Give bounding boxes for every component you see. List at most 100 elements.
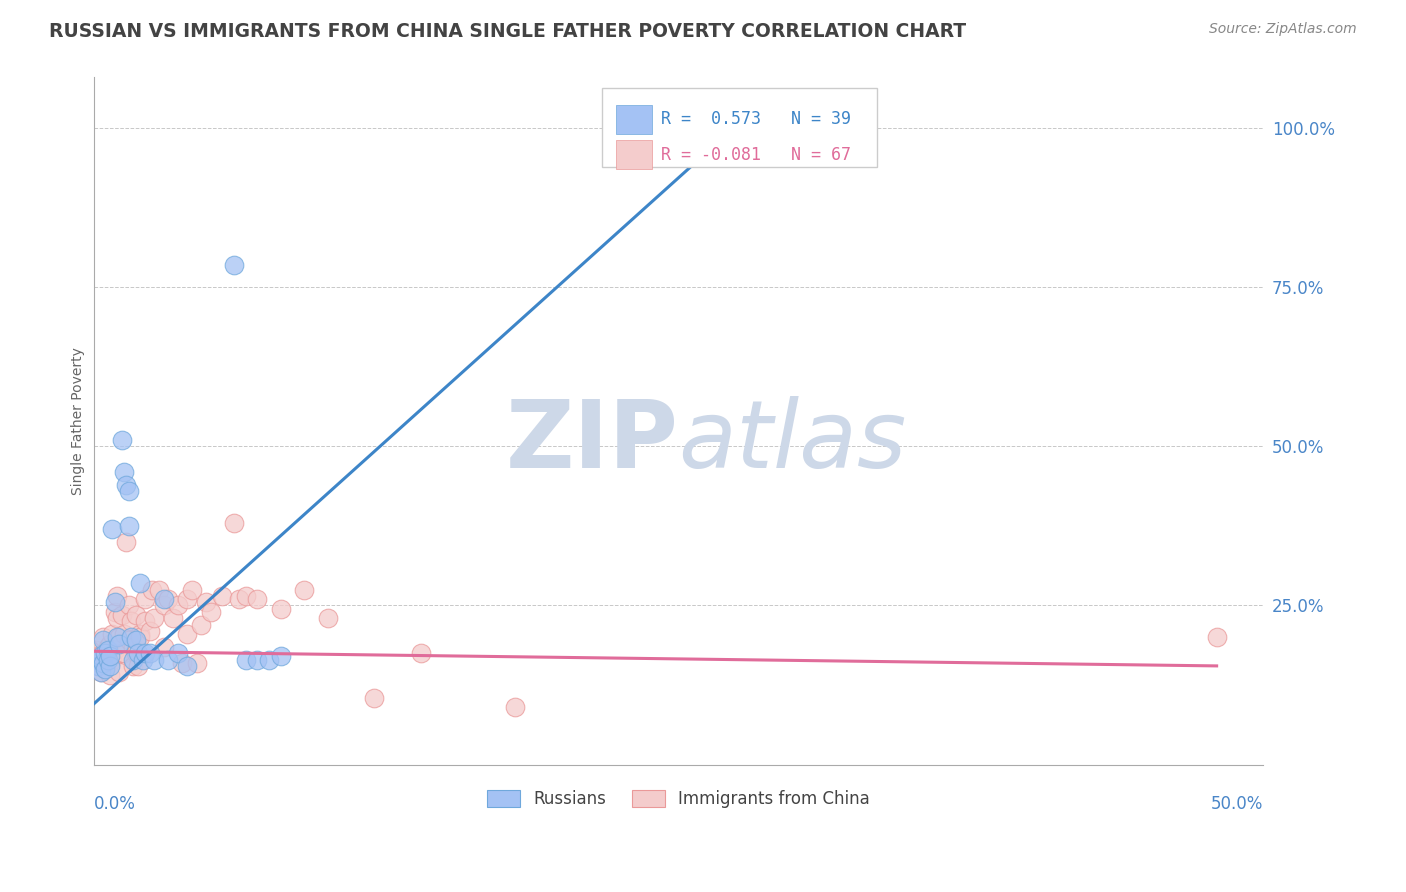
Point [120, 615, 142, 629]
Point [125, 633, 148, 648]
Point [186, 656, 208, 670]
Point [222, 258, 245, 272]
Point [98, 637, 121, 651]
Point [94, 656, 117, 670]
Point [87, 652, 110, 666]
Point [87, 659, 110, 673]
Point [270, 601, 292, 615]
Point [120, 630, 142, 644]
Point [228, 592, 250, 607]
Point [129, 576, 152, 591]
Point [105, 589, 128, 603]
Point [101, 652, 124, 666]
Point [91, 646, 114, 660]
Point [129, 630, 152, 644]
Point [97, 652, 120, 666]
Point [122, 640, 145, 654]
Point [108, 630, 131, 644]
Point [87, 659, 110, 673]
Point [134, 592, 156, 607]
Point [157, 652, 180, 666]
Y-axis label: Single Father Poverty: Single Father Poverty [72, 347, 86, 495]
Point [118, 483, 141, 498]
Point [246, 652, 269, 666]
Point [108, 665, 131, 680]
Point [98, 659, 121, 673]
Point [172, 656, 194, 670]
Point [127, 659, 149, 673]
Point [91, 656, 114, 670]
Point [112, 646, 135, 660]
FancyBboxPatch shape [602, 87, 877, 167]
Point [270, 649, 292, 664]
Point [118, 519, 141, 533]
Point [97, 640, 120, 654]
Point [94, 646, 117, 660]
Point [105, 630, 128, 644]
Point [138, 646, 160, 660]
Point [211, 589, 233, 603]
Point [363, 690, 385, 705]
Text: 50.0%: 50.0% [1211, 795, 1264, 814]
Point [190, 617, 212, 632]
Point [90, 649, 112, 664]
Point [105, 611, 128, 625]
Point [148, 582, 170, 597]
Point [98, 668, 121, 682]
Point [134, 615, 156, 629]
Point [157, 592, 180, 607]
Point [108, 637, 131, 651]
Point [503, 700, 526, 714]
Point [97, 643, 120, 657]
Point [131, 652, 153, 666]
Point [180, 582, 202, 597]
Point [138, 624, 160, 638]
Text: R = -0.081   N = 67: R = -0.081 N = 67 [661, 146, 851, 164]
Point [166, 646, 188, 660]
Point [166, 599, 188, 613]
Point [235, 652, 257, 666]
Point [141, 582, 163, 597]
Point [101, 627, 124, 641]
Point [246, 592, 269, 607]
FancyBboxPatch shape [616, 140, 651, 169]
Point [411, 646, 433, 660]
Point [257, 652, 280, 666]
Point [162, 611, 184, 625]
Point [125, 607, 148, 622]
Text: atlas: atlas [679, 396, 907, 487]
Point [152, 640, 174, 654]
Point [84, 643, 107, 657]
Point [129, 627, 152, 641]
Point [292, 582, 315, 597]
Point [118, 599, 141, 613]
Point [87, 649, 110, 664]
Point [91, 633, 114, 648]
Point [176, 627, 198, 641]
Point [118, 633, 141, 648]
Text: ZIP: ZIP [506, 395, 679, 488]
Text: RUSSIAN VS IMMIGRANTS FROM CHINA SINGLE FATHER POVERTY CORRELATION CHART: RUSSIAN VS IMMIGRANTS FROM CHINA SINGLE … [49, 22, 966, 41]
Point [111, 433, 134, 447]
Point [90, 665, 112, 680]
Point [122, 652, 145, 666]
Point [115, 477, 138, 491]
Legend: Russians, Immigrants from China: Russians, Immigrants from China [481, 783, 877, 814]
Point [111, 607, 134, 622]
Point [176, 592, 198, 607]
Point [104, 605, 127, 619]
Point [176, 659, 198, 673]
Point [152, 599, 174, 613]
Point [316, 611, 339, 625]
Point [143, 611, 166, 625]
Text: 0.0%: 0.0% [94, 795, 135, 814]
Point [94, 662, 117, 676]
Point [235, 589, 257, 603]
Point [90, 652, 112, 666]
Point [152, 592, 174, 607]
FancyBboxPatch shape [616, 105, 651, 134]
Point [98, 649, 121, 664]
Point [222, 516, 245, 530]
Point [143, 652, 166, 666]
Point [134, 646, 156, 660]
